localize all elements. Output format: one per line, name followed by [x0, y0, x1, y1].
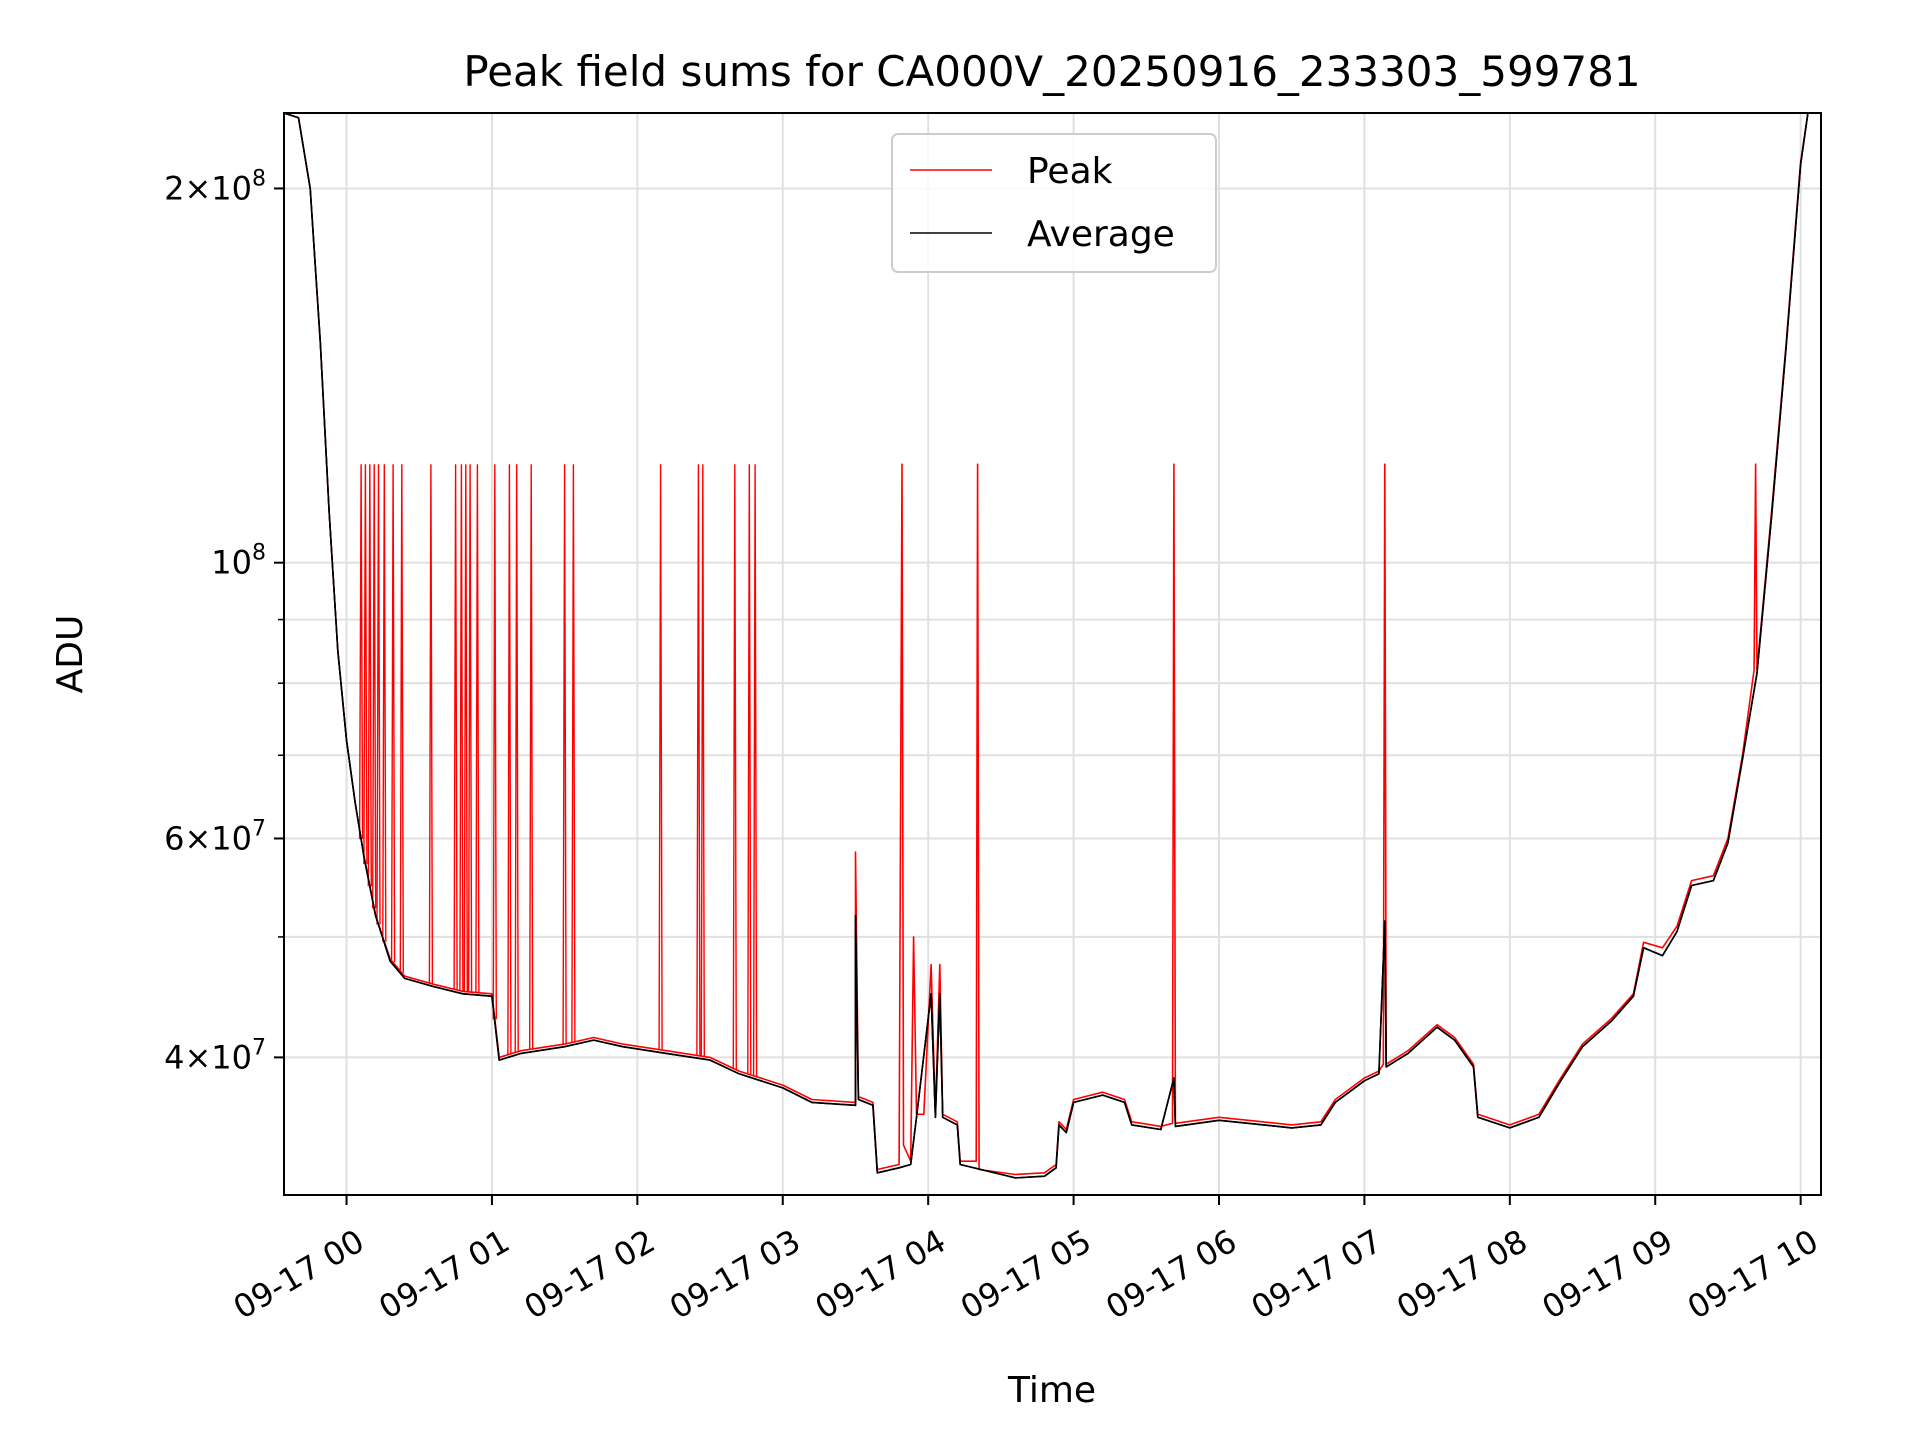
plot-area — [284, 113, 1821, 1195]
y-tick-label: 2×108 — [164, 166, 266, 207]
peak-spike — [700, 464, 705, 1057]
peak-spike — [372, 464, 377, 909]
legend-box — [891, 133, 1217, 273]
legend-label-average: Average — [1027, 214, 1175, 255]
peak-spike — [507, 464, 512, 1055]
peak-spike — [696, 464, 701, 1056]
chart-title: Peak field sums for CA000V_20250916_2333… — [463, 47, 1640, 96]
legend: Peak Average — [891, 133, 1217, 273]
peak-spike — [467, 464, 473, 993]
series-line-peak — [284, 113, 1821, 1176]
y-axis-label: ADU — [50, 615, 91, 694]
peak-spike — [492, 464, 497, 1020]
plot-frame — [283, 112, 1822, 1196]
peak-spike — [562, 464, 567, 1045]
y-tick-label: 6×107 — [164, 816, 266, 857]
grid — [284, 113, 1821, 1195]
peak-spike — [367, 464, 372, 887]
peak-spike — [459, 464, 464, 992]
peak-spike — [376, 464, 381, 925]
peak-spike — [747, 464, 752, 1075]
peak-spike — [571, 464, 576, 1043]
peak-spike — [382, 464, 387, 942]
peak-spike — [363, 464, 368, 865]
peak-spike — [358, 464, 364, 840]
peak-spike — [752, 464, 758, 1077]
series-line-average-overlay — [284, 113, 1821, 1179]
peak-spike — [390, 464, 396, 963]
peak-spike — [732, 464, 737, 1070]
peak-spike — [514, 464, 519, 1053]
series-lines — [284, 113, 1821, 1179]
legend-label-peak: Peak — [1027, 151, 1113, 192]
peak-spike — [399, 464, 404, 973]
peak-spike — [428, 464, 434, 984]
x-axis-label: Time — [1007, 1370, 1096, 1411]
y-tick-label: 4×107 — [164, 1035, 266, 1076]
peak-spike — [529, 464, 534, 1050]
peak-spike — [658, 464, 663, 1050]
peak-spike — [475, 464, 480, 993]
peak-spike — [453, 464, 458, 990]
peak-spike — [463, 464, 468, 992]
